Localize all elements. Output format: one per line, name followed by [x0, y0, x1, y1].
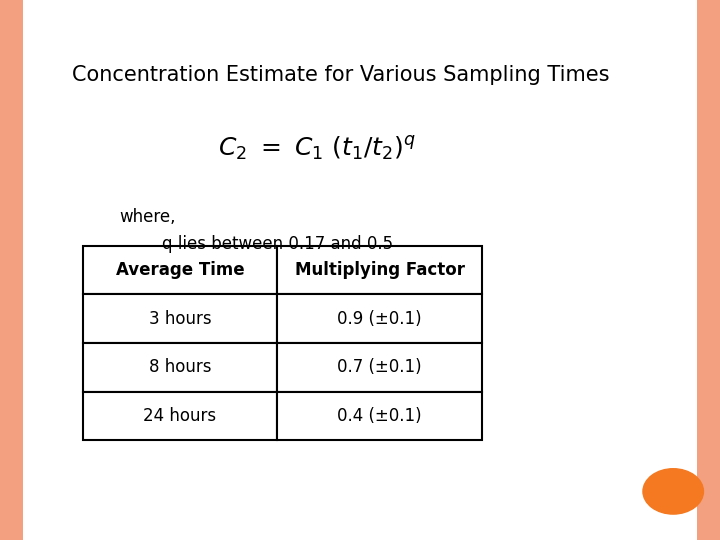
Bar — [697, 0, 720, 540]
Text: Concentration Estimate for Various Sampling Times: Concentration Estimate for Various Sampl… — [72, 65, 610, 85]
Bar — [83, 343, 277, 391]
Text: $C_2\ =\ C_1\ (t_1/t_2)^{q}$: $C_2\ =\ C_1\ (t_1/t_2)^{q}$ — [218, 135, 415, 163]
Text: q lies between 0.17 and 0.5: q lies between 0.17 and 0.5 — [162, 235, 393, 253]
Bar — [277, 246, 482, 294]
Bar — [83, 392, 277, 440]
Text: 0.7 (±0.1): 0.7 (±0.1) — [338, 358, 422, 376]
Bar — [0, 0, 23, 540]
Text: 0.9 (±0.1): 0.9 (±0.1) — [338, 309, 422, 328]
Text: 24 hours: 24 hours — [143, 407, 217, 425]
Text: Multiplying Factor: Multiplying Factor — [294, 261, 465, 279]
Bar — [277, 392, 482, 440]
Text: 0.4 (±0.1): 0.4 (±0.1) — [338, 407, 422, 425]
Bar — [277, 343, 482, 391]
Bar — [83, 246, 277, 294]
Text: Average Time: Average Time — [116, 261, 244, 279]
Circle shape — [643, 469, 703, 514]
Bar — [83, 294, 277, 343]
Bar — [277, 294, 482, 343]
Text: 3 hours: 3 hours — [149, 309, 211, 328]
Text: where,: where, — [119, 208, 175, 226]
Text: 8 hours: 8 hours — [149, 358, 211, 376]
